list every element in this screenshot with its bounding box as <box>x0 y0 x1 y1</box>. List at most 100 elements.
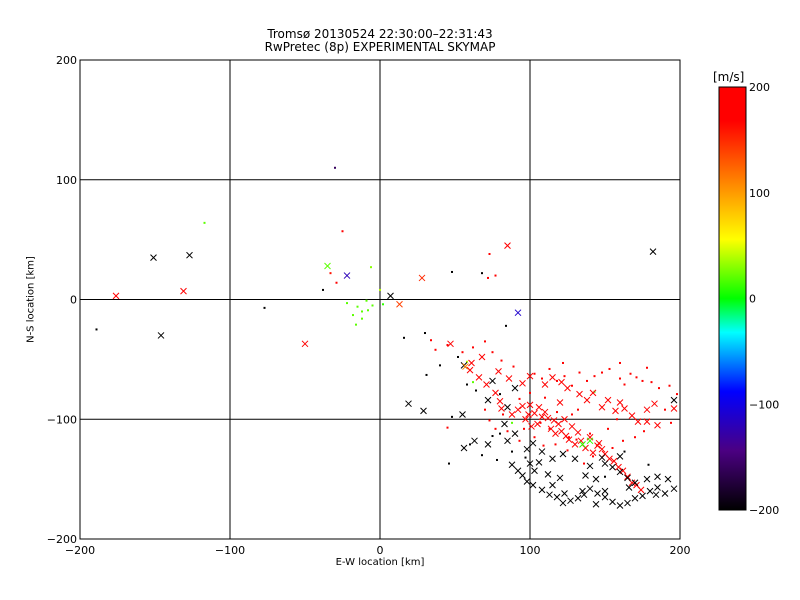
y-tick-label: 100 <box>56 174 77 187</box>
data-cross <box>586 437 594 445</box>
data-cross <box>616 453 624 460</box>
data-dot <box>472 346 474 349</box>
data-cross <box>624 499 631 507</box>
data-cross <box>595 439 603 447</box>
data-cross <box>531 409 538 417</box>
data-cross <box>324 262 331 270</box>
data-cross <box>670 396 678 404</box>
data-cross <box>483 381 490 388</box>
data-cross <box>504 403 511 411</box>
data-dot <box>484 340 486 343</box>
data-cross <box>598 403 606 411</box>
data-cross <box>466 366 474 374</box>
data-dot <box>608 367 611 370</box>
data-cross <box>556 399 564 406</box>
data-dot <box>548 427 551 430</box>
data-cross <box>586 462 594 470</box>
data-dot <box>611 446 614 449</box>
data-cross <box>447 340 454 348</box>
data-dot <box>650 381 653 384</box>
data-cross <box>643 406 651 414</box>
data-dot <box>361 310 363 313</box>
data-cross <box>544 414 552 422</box>
data-dot <box>352 314 354 317</box>
data-cross <box>550 417 558 424</box>
data-dot <box>491 435 494 438</box>
colorbar-tick-label: −100 <box>749 398 779 411</box>
data-dot <box>439 364 441 367</box>
colorbar-tick-label: 100 <box>749 187 770 200</box>
data-cross <box>538 486 546 494</box>
data-dot <box>604 475 606 478</box>
data-dot <box>586 379 588 382</box>
data-dot <box>491 351 494 354</box>
y-tick-label: −100 <box>47 413 77 426</box>
data-dot <box>329 272 332 275</box>
data-dot <box>335 281 338 284</box>
data-cross <box>651 400 658 408</box>
data-cross <box>559 450 567 458</box>
data-cross <box>564 384 571 392</box>
data-dot <box>488 252 491 255</box>
data-dot <box>601 371 603 374</box>
data-dot <box>355 323 357 326</box>
data-cross <box>631 494 639 502</box>
data-cross <box>579 441 586 448</box>
data-cross <box>531 467 538 475</box>
data-dot <box>511 450 513 453</box>
data-dot <box>556 379 558 382</box>
data-cross <box>609 463 616 471</box>
data-cross <box>541 408 549 416</box>
data-cross <box>186 251 193 259</box>
data-cross <box>504 437 511 445</box>
data-cross <box>504 242 511 249</box>
data-dot <box>425 373 428 376</box>
data-cross <box>462 363 469 370</box>
data-dot <box>589 432 591 435</box>
data-dot <box>500 359 503 362</box>
data-cross <box>616 468 624 476</box>
data-cross <box>511 384 519 392</box>
data-cross <box>396 300 403 308</box>
data-dot <box>529 391 531 394</box>
data-cross <box>598 445 606 453</box>
data-dot <box>647 463 650 466</box>
data-dot <box>619 377 621 380</box>
data-cross <box>498 405 505 412</box>
data-cross <box>387 292 394 300</box>
colorbar-tick-label: −200 <box>749 504 779 517</box>
data-cross <box>583 396 591 404</box>
data-dot <box>371 304 374 307</box>
y-tick-label: 0 <box>70 294 77 307</box>
grid-lines <box>80 60 680 539</box>
data-dot <box>607 427 609 430</box>
data-dot <box>494 274 497 277</box>
data-dot <box>571 384 573 387</box>
data-cross <box>559 499 567 507</box>
data-dot <box>668 384 671 387</box>
data-dot <box>382 303 384 306</box>
data-cross <box>526 372 534 380</box>
data-cross <box>505 375 513 382</box>
data-dot <box>451 415 453 418</box>
data-cross <box>589 449 597 457</box>
data-cross <box>526 460 534 467</box>
data-cross <box>555 420 562 428</box>
data-cross <box>639 492 646 500</box>
data-cross <box>522 415 529 423</box>
data-cross <box>484 441 492 448</box>
data-cross <box>670 405 678 412</box>
data-dot <box>583 462 585 465</box>
data-dot <box>635 376 638 379</box>
data-cross <box>484 396 492 404</box>
data-cross <box>529 439 537 447</box>
data-dot <box>499 432 501 435</box>
data-dot <box>676 393 678 396</box>
data-dot <box>541 377 543 380</box>
data-dot <box>554 443 557 446</box>
data-dot <box>562 361 564 364</box>
data-dot <box>518 439 521 442</box>
plot-frame <box>79 59 681 540</box>
data-cross <box>601 493 609 501</box>
data-dot <box>361 317 363 320</box>
